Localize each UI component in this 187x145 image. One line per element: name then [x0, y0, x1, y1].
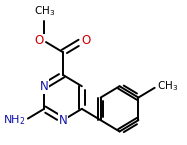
- Text: N: N: [59, 114, 67, 127]
- Text: O: O: [82, 35, 91, 47]
- Text: CH$_3$: CH$_3$: [157, 79, 178, 93]
- Text: CH$_3$: CH$_3$: [33, 4, 55, 18]
- Text: O: O: [35, 35, 44, 47]
- Text: N: N: [40, 80, 48, 93]
- Text: NH$_2$: NH$_2$: [3, 113, 25, 127]
